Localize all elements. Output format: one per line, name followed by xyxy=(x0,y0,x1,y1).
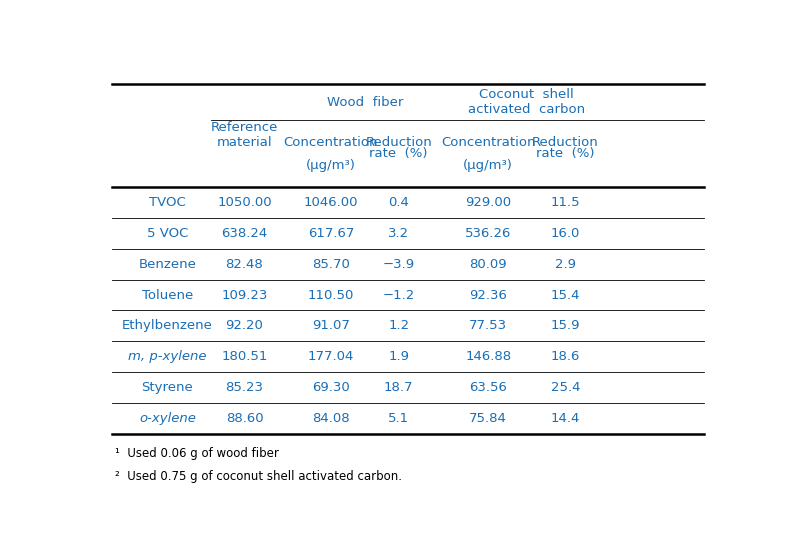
Text: Concentration: Concentration xyxy=(441,135,536,149)
Text: −3.9: −3.9 xyxy=(383,258,415,271)
Text: Benzene: Benzene xyxy=(139,258,197,271)
Text: 69.30: 69.30 xyxy=(312,381,349,394)
Text: Wood  fiber: Wood fiber xyxy=(326,96,403,109)
Text: 1.2: 1.2 xyxy=(388,319,409,333)
Text: rate  (%): rate (%) xyxy=(536,147,595,160)
Text: Reference
material: Reference material xyxy=(211,121,278,149)
Text: Concentration: Concentration xyxy=(283,135,378,149)
Text: 617.67: 617.67 xyxy=(307,227,354,240)
Text: 18.6: 18.6 xyxy=(551,350,580,363)
Text: 88.60: 88.60 xyxy=(225,412,263,425)
Text: 75.84: 75.84 xyxy=(469,412,507,425)
Text: ¹  Used 0.06 g of wood fiber: ¹ Used 0.06 g of wood fiber xyxy=(115,447,279,460)
Text: 92.20: 92.20 xyxy=(225,319,263,333)
Text: 638.24: 638.24 xyxy=(221,227,267,240)
Text: 91.07: 91.07 xyxy=(312,319,349,333)
Text: 3.2: 3.2 xyxy=(388,227,409,240)
Text: −1.2: −1.2 xyxy=(383,289,415,301)
Text: 84.08: 84.08 xyxy=(312,412,349,425)
Text: Toluene: Toluene xyxy=(142,289,193,301)
Text: 929.00: 929.00 xyxy=(465,196,511,209)
Text: 110.50: 110.50 xyxy=(307,289,354,301)
Text: 85.70: 85.70 xyxy=(312,258,349,271)
Text: 1046.00: 1046.00 xyxy=(303,196,358,209)
Text: Reduction: Reduction xyxy=(365,135,432,149)
Text: rate  (%): rate (%) xyxy=(369,147,428,160)
Text: 1050.00: 1050.00 xyxy=(217,196,271,209)
Text: 0.4: 0.4 xyxy=(388,196,409,209)
Text: Coconut  shell
activated  carbon: Coconut shell activated carbon xyxy=(468,88,585,116)
Text: 77.53: 77.53 xyxy=(469,319,507,333)
Text: TVOC: TVOC xyxy=(149,196,185,209)
Text: Ethylbenzene: Ethylbenzene xyxy=(122,319,213,333)
Text: 11.5: 11.5 xyxy=(551,196,580,209)
Text: o‑xylene: o‑xylene xyxy=(139,412,196,425)
Text: ²  Used 0.75 g of coconut shell activated carbon.: ² Used 0.75 g of coconut shell activated… xyxy=(115,470,402,483)
Text: (μg/m³): (μg/m³) xyxy=(306,159,356,172)
Text: 177.04: 177.04 xyxy=(307,350,354,363)
Text: 5.1: 5.1 xyxy=(388,412,409,425)
Text: 63.56: 63.56 xyxy=(469,381,507,394)
Text: 16.0: 16.0 xyxy=(551,227,580,240)
Text: 15.9: 15.9 xyxy=(551,319,580,333)
Text: 80.09: 80.09 xyxy=(470,258,507,271)
Text: 2.9: 2.9 xyxy=(555,258,576,271)
Text: 25.4: 25.4 xyxy=(551,381,580,394)
Text: Styrene: Styrene xyxy=(142,381,193,394)
Text: 1.9: 1.9 xyxy=(388,350,409,363)
Text: 15.4: 15.4 xyxy=(551,289,580,301)
Text: 18.7: 18.7 xyxy=(384,381,413,394)
Text: 85.23: 85.23 xyxy=(225,381,263,394)
Text: 146.88: 146.88 xyxy=(465,350,511,363)
Text: (μg/m³): (μg/m³) xyxy=(463,159,513,172)
Text: Reduction: Reduction xyxy=(532,135,599,149)
Text: 109.23: 109.23 xyxy=(221,289,267,301)
Text: 536.26: 536.26 xyxy=(465,227,511,240)
Text: 92.36: 92.36 xyxy=(469,289,507,301)
Text: 5 VOC: 5 VOC xyxy=(146,227,188,240)
Text: 14.4: 14.4 xyxy=(551,412,580,425)
Text: 82.48: 82.48 xyxy=(225,258,263,271)
Text: 180.51: 180.51 xyxy=(221,350,267,363)
Text: m, p‑xylene: m, p‑xylene xyxy=(128,350,207,363)
